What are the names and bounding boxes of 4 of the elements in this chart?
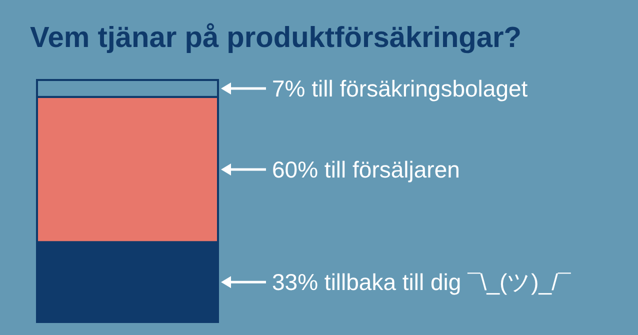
text: 60% till försäljaren [272, 156, 460, 183]
text: 33% tillbaka till dig ¯\_(ツ)_/¯ [272, 269, 571, 296]
chart-title: Vem tjänar på produktförsäkringar? [30, 22, 522, 54]
text: 7% till försäkringsbolaget [272, 75, 528, 102]
